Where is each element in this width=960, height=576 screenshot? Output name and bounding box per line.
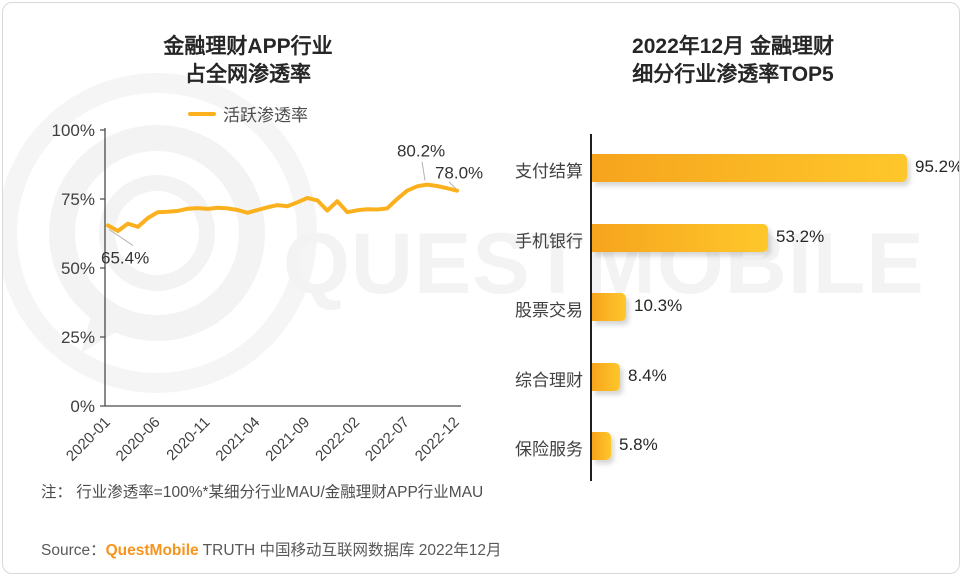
bar-value-label: 95.2% — [915, 157, 960, 176]
legend-line-swatch — [188, 111, 216, 116]
x-tick-label: 2021-09 — [262, 414, 313, 465]
bar-value-label: 8.4% — [628, 365, 667, 385]
bar-category-label: 支付结算 — [515, 162, 583, 181]
penetration-line — [106, 182, 459, 233]
x-tick-label: 2022-07 — [362, 414, 413, 465]
line-chart-legend: 活跃渗透率 — [43, 101, 453, 126]
bar-value-label: 5.8% — [619, 435, 658, 454]
questmobile-logo-watermark — [3, 73, 317, 393]
footnote: 注： 行业渗透率=100%*某细分行业MAU/金融理财APP行业MAU — [41, 484, 484, 501]
bar-chart-title: 2022年12月 金融理财 细分行业渗透率TOP5 — [521, 33, 945, 89]
y-tick-label: 100% — [52, 121, 95, 140]
bar-category-label: 综合理财 — [515, 370, 583, 390]
bar-axis — [590, 134, 592, 481]
bar-category-label: 保险服务 — [515, 440, 583, 459]
x-tick-label: 2020-01 — [63, 414, 114, 465]
x-tick-label: 2020-06 — [113, 414, 164, 465]
x-tick-label: 2020-11 — [163, 414, 213, 464]
line-chart-title: 金融理财APP行业 占全网渗透率 — [43, 33, 453, 89]
bar-4 — [592, 362, 620, 391]
bar-value-label: 10.3% — [634, 296, 683, 315]
source-prefix: Source： — [41, 542, 106, 559]
line-chart-title-line2: 占全网渗透率 — [185, 63, 311, 86]
x-tick-label: 2021-04 — [212, 414, 263, 465]
bar-category-label: 股票交易 — [515, 301, 583, 320]
bar-1 — [592, 154, 907, 182]
y-tick-label: 25% — [61, 328, 95, 347]
bar-5 — [592, 432, 611, 460]
annotation-leader — [448, 181, 457, 190]
source-suffix: TRUTH 中国移动互联网数据库 2022年12月 — [198, 542, 502, 559]
source-brand: QuestMobile — [105, 542, 199, 559]
line-annotation: 65.4% — [101, 248, 149, 267]
legend-label: 活跃渗透率 — [223, 106, 308, 125]
bar-chart-title-line1: 2022年12月 金融理财 — [632, 35, 834, 58]
annotation-leader — [421, 161, 426, 181]
bar-chart: 支付结算 95.2% 手机银行 53.2% 股票交易 10.3% 综合理财 8.4% 保险服务 5… — [483, 134, 960, 481]
bar-value-label: 53.2% — [776, 226, 825, 246]
y-tick-label: 0% — [70, 397, 95, 416]
annotation-leader — [108, 229, 134, 246]
bar-category-label: 手机银行 — [515, 231, 583, 251]
line-annotation: 80.2% — [397, 142, 445, 161]
y-tick-label: 50% — [61, 259, 95, 278]
x-tick-label: 2022-12 — [412, 414, 463, 465]
bar-3 — [592, 293, 626, 321]
x-tick-label: 2022-02 — [312, 414, 363, 465]
line-annotation: 78.0% — [435, 164, 483, 183]
line-chart-title-line1: 金融理财APP行业 — [163, 35, 333, 58]
y-tick-label: 75% — [61, 190, 95, 209]
bar-chart-title-line2: 细分行业渗透率TOP5 — [632, 63, 834, 86]
source-line: Source：QuestMobile TRUTH 中国移动互联网数据库 2022… — [41, 538, 502, 560]
bar-2 — [592, 223, 768, 252]
